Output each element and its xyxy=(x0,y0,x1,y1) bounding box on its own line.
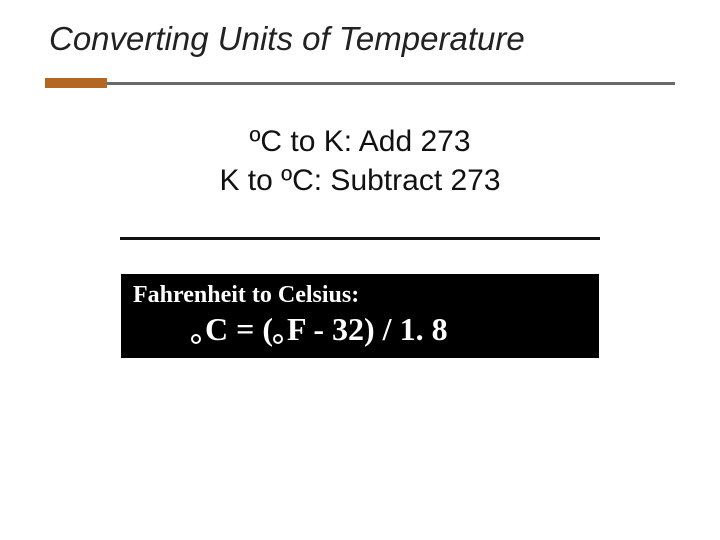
conversion-rule-k-to-c: K to ºC: Subtract 273 xyxy=(45,161,675,200)
content-block: ºC to K: Add 273 K to ºC: Subtract 273 xyxy=(45,122,675,240)
formula-lhs: C = xyxy=(205,311,262,347)
conversion-rule-c-to-k: ºC to K: Add 273 xyxy=(45,122,675,161)
formula-equation: C = ( F - 32) / 1. 8 xyxy=(133,311,587,348)
formula-rhs: F - 32) / 1. 8 xyxy=(287,311,448,347)
title-divider xyxy=(45,78,675,88)
formula-box: Fahrenheit to Celsius: C = ( F - 32) / 1.… xyxy=(121,274,599,358)
slide: Converting Units of Temperature ºC to K:… xyxy=(0,0,720,540)
divider-line xyxy=(45,82,675,85)
formula-open-paren: ( xyxy=(262,311,273,347)
divider-accent xyxy=(45,78,107,88)
page-title: Converting Units of Temperature xyxy=(45,20,675,78)
content-underline xyxy=(120,210,600,240)
formula-heading: Fahrenheit to Celsius: xyxy=(133,282,587,309)
